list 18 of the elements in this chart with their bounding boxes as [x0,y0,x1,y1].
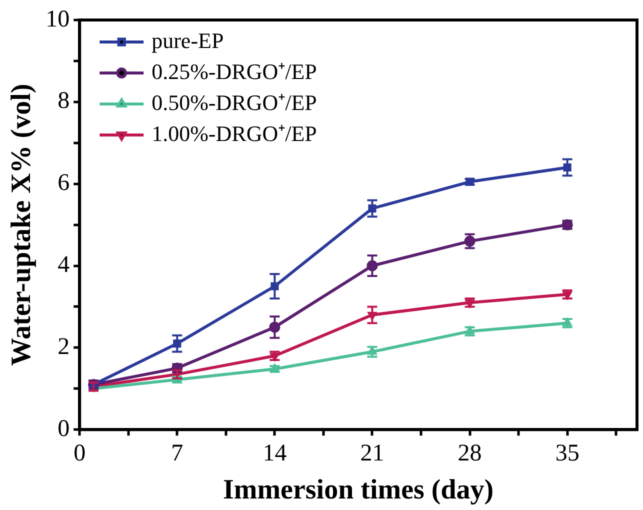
x-tick-label: 0 [74,440,86,466]
legend-label: 0.50%-DRGO⁺/EP [152,90,317,115]
legend-label: pure-EP [152,28,224,53]
y-axis-title: Water-uptake X% (vol) [6,84,38,366]
y-tick-label: 8 [58,88,70,114]
x-tick-label: 7 [171,440,184,466]
x-axis-title: Immersion times (day) [222,474,494,506]
legend-label: 1.00%-DRGO⁺/EP [152,120,317,146]
y-tick-label: 6 [58,170,70,196]
legend-label: 0.25%-DRGO⁺/EP [152,58,317,84]
y-tick-label: 0 [58,416,70,442]
y-tick-label: 4 [58,252,70,278]
x-tick-label: 21 [360,440,384,466]
y-tick-label: 10 [46,6,70,32]
y-tick-label: 2 [58,334,70,360]
x-tick-label: 14 [262,440,287,466]
x-tick-label: 35 [555,440,580,466]
x-tick-label: 28 [458,440,482,466]
